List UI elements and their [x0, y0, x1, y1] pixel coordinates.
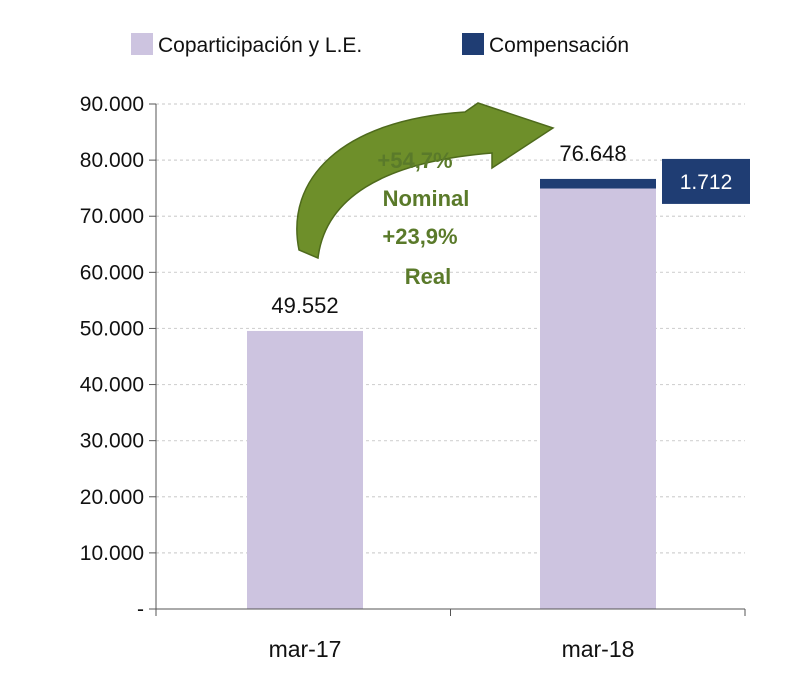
- y-tick-label: 80.000: [80, 149, 144, 172]
- bars: [247, 178, 656, 610]
- data-labels: 49.552 76.648 1.712: [271, 141, 750, 318]
- legend-swatch-compensacion: [462, 33, 484, 55]
- compensation-label: 1.712: [680, 171, 733, 194]
- x-tick-label: mar-18: [562, 636, 635, 662]
- y-axis: - 10.000 20.000 30.000 40.000 50.000 60.000 70.…: [80, 93, 157, 621]
- compensation-label-box: [662, 158, 750, 204]
- y-tick-label: 20.000: [80, 486, 144, 509]
- legend-swatch-coparticipacion: [131, 33, 153, 55]
- total-label-mar-17: 49.552: [271, 293, 338, 318]
- legend: Coparticipación y L.E. Compensación: [131, 33, 629, 57]
- y-tick-label: 30.000: [80, 430, 144, 453]
- y-tick-label: 70.000: [80, 205, 144, 228]
- y-tick-label: 50.000: [80, 317, 144, 340]
- annotation-real-label: Real: [405, 264, 451, 289]
- total-label-mar-18: 76.648: [559, 141, 626, 166]
- y-tick-label: -: [137, 598, 144, 621]
- x-axis: mar-17 mar-18: [155, 608, 746, 662]
- growth-annotation: +54,7% Nominal +23,9% Real: [377, 148, 469, 289]
- growth-arrow-icon: [296, 102, 555, 260]
- bar-mar-18-series-0: [540, 188, 656, 610]
- y-tick-label: 90.000: [80, 93, 144, 116]
- legend-label-compensacion: Compensación: [489, 34, 629, 57]
- y-tick-label: 10.000: [80, 542, 144, 565]
- annotation-nominal-pct: +54,7%: [377, 148, 452, 173]
- annotation-nominal-label: Nominal: [383, 186, 470, 211]
- annotation-real-pct: +23,9%: [382, 224, 457, 249]
- y-tick-label: 40.000: [80, 374, 144, 397]
- bar-mar-18-series-1: [540, 178, 656, 189]
- legend-label-coparticipacion: Coparticipación y L.E.: [158, 34, 362, 57]
- x-tick-label: mar-17: [269, 636, 342, 662]
- y-tick-label: 60.000: [80, 261, 144, 284]
- bar-mar-17-series-0: [247, 330, 363, 609]
